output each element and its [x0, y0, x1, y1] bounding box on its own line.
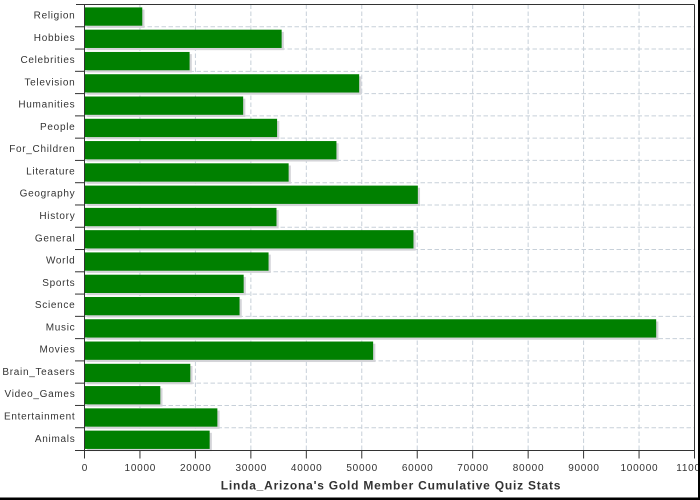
- svg-text:Hobbies: Hobbies: [34, 33, 76, 44]
- svg-text:History: History: [39, 211, 75, 222]
- svg-text:Video_Games: Video_Games: [5, 389, 76, 400]
- svg-text:Science: Science: [35, 300, 75, 311]
- svg-text:Animals: Animals: [35, 434, 75, 445]
- svg-text:Movies: Movies: [40, 345, 76, 356]
- svg-text:90000: 90000: [568, 463, 600, 474]
- svg-text:Celebrities: Celebrities: [20, 55, 75, 66]
- svg-text:Religion: Religion: [34, 11, 76, 22]
- svg-text:70000: 70000: [457, 463, 489, 474]
- svg-text:0: 0: [82, 463, 88, 474]
- svg-text:People: People: [40, 122, 75, 133]
- svg-text:50000: 50000: [346, 463, 378, 474]
- svg-text:Brain_Teasers: Brain_Teasers: [2, 367, 75, 378]
- svg-text:For_Children: For_Children: [9, 144, 75, 155]
- svg-text:Humanities: Humanities: [18, 100, 75, 111]
- svg-text:80000: 80000: [513, 463, 545, 474]
- svg-text:100000: 100000: [620, 463, 658, 474]
- svg-text:General: General: [35, 233, 75, 244]
- svg-text:60000: 60000: [402, 463, 434, 474]
- svg-text:40000: 40000: [291, 463, 323, 474]
- svg-text:Television: Television: [24, 77, 75, 88]
- svg-text:Music: Music: [46, 322, 76, 333]
- svg-text:Literature: Literature: [26, 166, 75, 177]
- svg-text:Sports: Sports: [42, 278, 75, 289]
- svg-text:Linda_Arizona's Gold Member Cu: Linda_Arizona's Gold Member Cumulative Q…: [221, 479, 561, 493]
- svg-text:110000: 110000: [676, 463, 700, 474]
- svg-text:30000: 30000: [235, 463, 267, 474]
- svg-text:20000: 20000: [180, 463, 212, 474]
- svg-text:World: World: [46, 256, 75, 267]
- svg-text:Geography: Geography: [20, 189, 76, 200]
- svg-text:10000: 10000: [125, 463, 157, 474]
- svg-text:Entertainment: Entertainment: [4, 411, 75, 422]
